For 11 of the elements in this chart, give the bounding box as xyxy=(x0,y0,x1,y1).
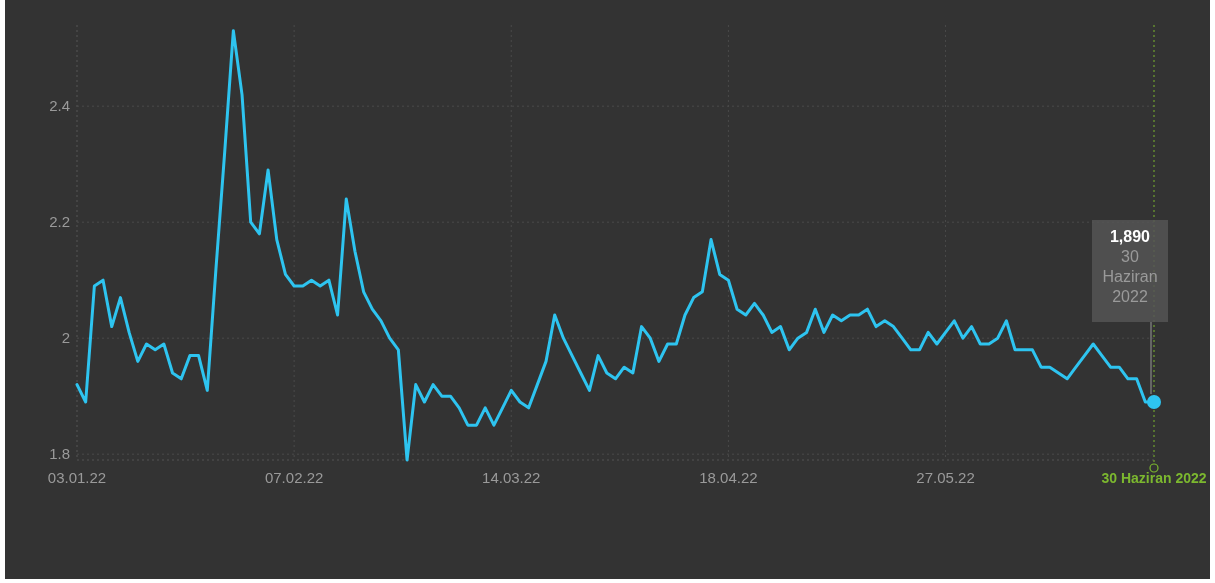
annotation: 1,890 30 Haziran 2022 xyxy=(1102,228,1158,305)
x-tick-label: 18.04.22 xyxy=(699,469,758,487)
x-tick-label: 30 Haziran 2022 xyxy=(1101,469,1207,486)
x-tick-label: 07.02.22 xyxy=(264,469,324,487)
y-tick-label: 2 xyxy=(61,329,70,347)
y-tick-label: 2.2 xyxy=(49,213,70,231)
x-tick-label: 03.01.22 xyxy=(47,469,107,487)
x-tick-label: 27.05.22 xyxy=(916,469,975,487)
y-tick-label: 1.8 xyxy=(49,445,70,463)
y-tick-label: 2.4 xyxy=(49,97,70,115)
x-tick-label: 14.03.22 xyxy=(482,469,541,487)
